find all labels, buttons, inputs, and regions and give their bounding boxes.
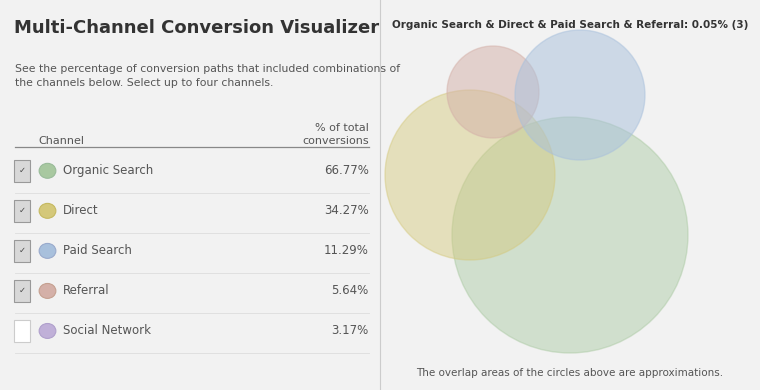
Text: 3.17%: 3.17% [331,324,369,337]
Text: 34.27%: 34.27% [324,204,369,217]
Circle shape [40,204,56,218]
Text: Social Network: Social Network [62,324,150,337]
Text: See the percentage of conversion paths that included combinations of
the channel: See the percentage of conversion paths t… [15,64,401,88]
FancyBboxPatch shape [14,240,30,262]
FancyBboxPatch shape [14,200,30,222]
FancyBboxPatch shape [14,160,30,182]
Circle shape [452,117,688,353]
Text: Referral: Referral [62,284,109,298]
Text: ✓: ✓ [19,206,26,215]
Text: ✓: ✓ [19,166,26,176]
Text: 11.29%: 11.29% [324,245,369,257]
Circle shape [40,284,56,298]
Text: ✓: ✓ [19,246,26,255]
Text: Organic Search & Direct & Paid Search & Referral: 0.05% (3): Organic Search & Direct & Paid Search & … [392,20,748,30]
Circle shape [385,90,555,260]
Text: Multi-Channel Conversion Visualizer: Multi-Channel Conversion Visualizer [14,19,378,37]
Text: Direct: Direct [62,204,98,217]
Text: Paid Search: Paid Search [62,245,131,257]
Circle shape [515,30,645,160]
Text: 5.64%: 5.64% [331,284,369,298]
Text: The overlap areas of the circles above are approximations.: The overlap areas of the circles above a… [416,368,724,378]
Circle shape [40,243,56,258]
Circle shape [40,163,56,178]
Circle shape [447,46,539,138]
Text: ✓: ✓ [19,286,26,295]
Circle shape [40,323,56,339]
Text: Channel: Channel [38,136,84,146]
FancyBboxPatch shape [14,280,30,302]
FancyBboxPatch shape [14,320,30,342]
Text: Organic Search: Organic Search [62,164,153,177]
Text: % of total
conversions: % of total conversions [302,123,369,146]
Text: 66.77%: 66.77% [324,164,369,177]
